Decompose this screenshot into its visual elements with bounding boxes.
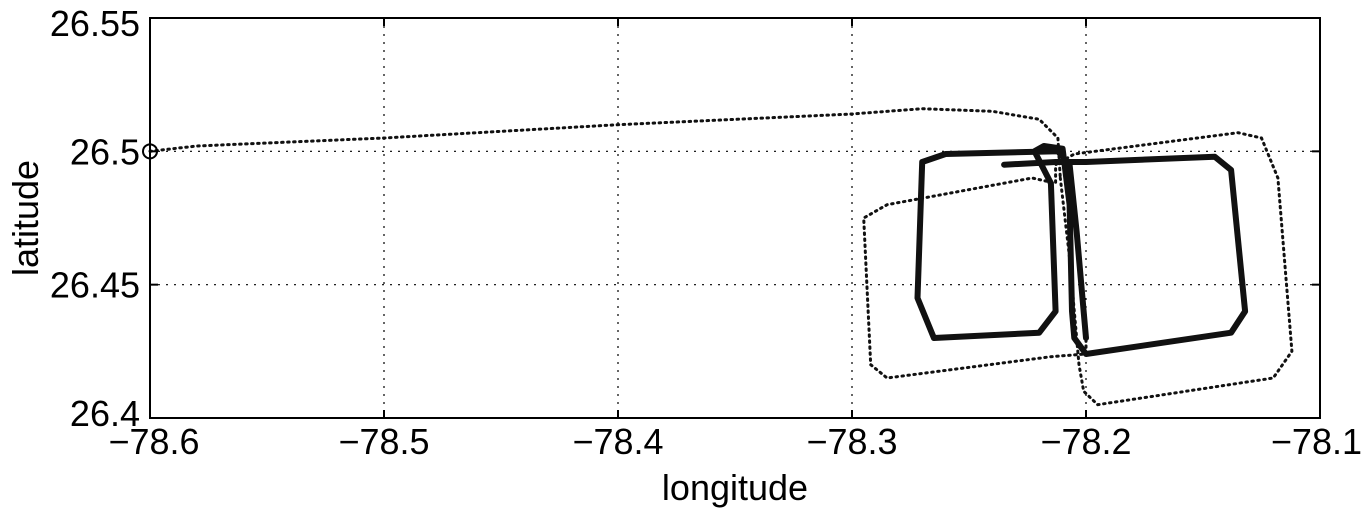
y-tick-label: 26.55 [50, 3, 140, 44]
plot-frame [149, 17, 1321, 419]
x-tick-label: −78.1 [1271, 421, 1362, 462]
y-axis-ticks: 26.4 26.45 26.5 26.55 [50, 3, 1320, 434]
track-series-2 [862, 131, 1294, 407]
ship-tracks [148, 107, 1294, 407]
x-tick-label: −78.4 [572, 421, 663, 462]
track-series-3 [914, 143, 1249, 357]
x-tick-label: −78.5 [338, 421, 429, 462]
x-axis-label: longitude [662, 467, 808, 508]
x-tick-label: −78.6 [108, 421, 199, 462]
y-axis-label: latitude [5, 160, 46, 276]
x-tick-label: −78.2 [1040, 421, 1131, 462]
start-marker [142, 143, 158, 160]
track-series-1 [148, 107, 1062, 180]
y-tick-label: 26.5 [70, 131, 140, 172]
x-axis-ticks: −78.6 −78.5 −78.4 −78.3 −78.2 −78.1 [108, 18, 1362, 462]
grid [149, 17, 1321, 419]
y-tick-label: 26.45 [50, 265, 140, 306]
y-tick-label: 26.4 [70, 393, 140, 434]
x-tick-label: −78.3 [806, 421, 897, 462]
